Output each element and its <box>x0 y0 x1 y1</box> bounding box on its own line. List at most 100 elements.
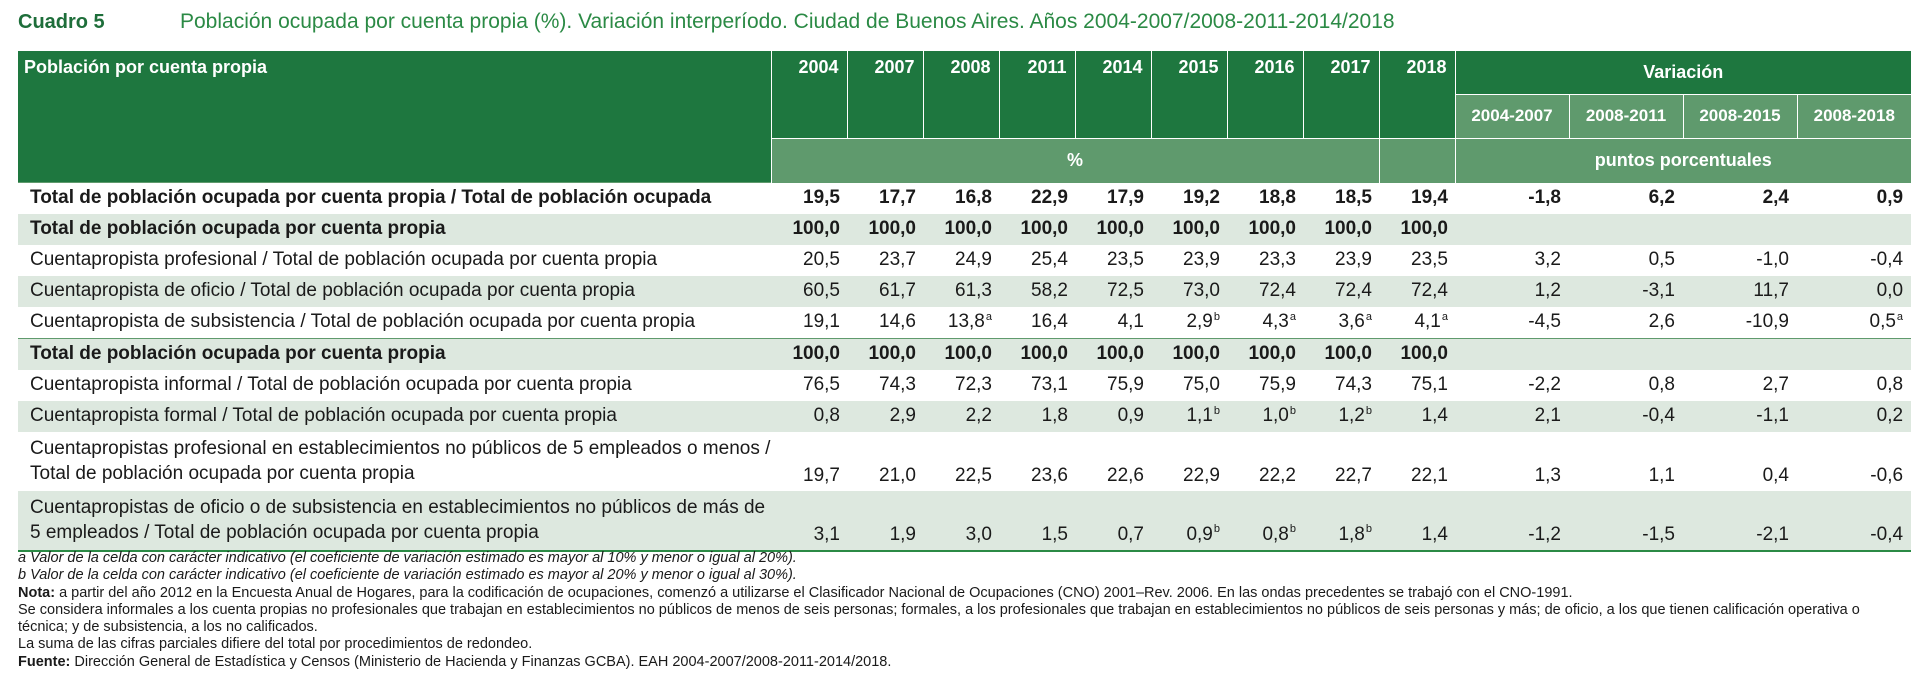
value-cell: 72,5 <box>1075 275 1151 307</box>
value-cell: 1,9 <box>847 490 923 552</box>
rounding-line: La suma de las cifras parciales difiere … <box>18 636 533 653</box>
variation-text: -2,2 <box>1528 374 1561 395</box>
value-cell: 3,0 <box>923 490 999 552</box>
value-cell: 20,5 <box>771 245 847 276</box>
variation-text: 0,8 <box>1648 374 1675 395</box>
value-cell: 23,5 <box>1379 245 1455 276</box>
value-cell: 1,8 <box>999 400 1075 432</box>
variation-cell: 0,5 <box>1569 245 1683 276</box>
value-text: 16,8 <box>955 187 992 208</box>
value-cell: 0,7 <box>1075 490 1151 552</box>
value-cell: 13,8a <box>923 307 999 339</box>
value-text: 100,0 <box>1400 218 1448 239</box>
value-text: 22,5 <box>955 464 992 486</box>
footnote-marker: b <box>1213 404 1220 417</box>
row-label: Cuentapropistas profesional en estableci… <box>30 438 771 484</box>
value-cell: 16,4 <box>999 307 1075 339</box>
value-text: 23,9 <box>1183 249 1220 270</box>
value-text: 1,1 <box>1186 405 1213 426</box>
value-cell: 100,0 <box>999 337 1075 370</box>
value-text: 14,6 <box>879 311 916 332</box>
value-cell: 72,4 <box>1303 275 1379 307</box>
value-text: 0,8 <box>1262 523 1289 545</box>
value-text: 19,2 <box>1183 187 1220 208</box>
row-label: Cuentapropista informal / Total de pobla… <box>30 374 632 395</box>
variation-text: 3,2 <box>1534 249 1561 270</box>
value-text: 4,3 <box>1262 311 1289 332</box>
value-cell: 72,4 <box>1227 275 1303 307</box>
table-row: Cuentapropista informal / Total de pobla… <box>18 370 1911 401</box>
value-cell: 100,0 <box>1075 337 1151 370</box>
value-text: 76,5 <box>803 374 840 395</box>
value-cell: 100,0 <box>771 213 847 245</box>
row-label: Cuentapropista de oficio / Total de pobl… <box>18 275 771 307</box>
variation-text: 2,1 <box>1534 405 1561 426</box>
value-cell: 17,7 <box>847 181 923 214</box>
value-cell: 0,9 <box>1075 400 1151 432</box>
value-cell: 2,9 <box>847 400 923 432</box>
value-text: 100,0 <box>1324 343 1372 364</box>
value-text: 17,7 <box>879 187 916 208</box>
variation-text: -2,1 <box>1756 523 1789 545</box>
value-cell: 73,1 <box>999 370 1075 401</box>
source-line: Fuente: Dirección General de Estadística… <box>18 654 1913 671</box>
table-row: Cuentapropistas de oficio o de subsisten… <box>18 490 1912 552</box>
note-label: Nota: <box>18 584 56 601</box>
footnote-marker: b <box>1289 404 1296 417</box>
row-label-header: Población por cuenta propia <box>18 51 771 138</box>
value-cell: 60,5 <box>771 275 847 307</box>
value-cell: 1,8b <box>1303 490 1379 552</box>
value-text: 25,4 <box>1031 249 1068 270</box>
value-text: 22,2 <box>1259 464 1296 486</box>
value-text: 1,0 <box>1262 405 1289 426</box>
value-cell: 19,5 <box>771 181 847 214</box>
value-cell: 100,0 <box>1227 337 1303 370</box>
value-cell: 23,9 <box>1151 245 1227 276</box>
variation-text: 0,5 <box>1869 311 1896 332</box>
value-cell: 0,9b <box>1151 490 1227 552</box>
value-cell: 100,0 <box>1075 213 1151 245</box>
variation-cell: -1,5 <box>1569 490 1683 552</box>
value-text: 1,4 <box>1421 523 1448 545</box>
row-label: Total de población ocupada por cuenta pr… <box>18 213 771 245</box>
value-cell: 1,1b <box>1151 400 1227 432</box>
value-cell: 18,8 <box>1227 181 1303 214</box>
variation-text: 2,7 <box>1762 374 1789 395</box>
footnote-marker: b <box>1213 523 1220 536</box>
row-label: Cuentapropista de subsistencia / Total d… <box>30 311 696 332</box>
value-text: 17,9 <box>1107 187 1144 208</box>
variation-cell: -2,2 <box>1455 370 1569 401</box>
table-title: Población ocupada por cuenta propia (%).… <box>180 10 1395 33</box>
value-text: 72,3 <box>955 374 992 395</box>
table-row: Total de población ocupada por cuenta pr… <box>18 181 1912 214</box>
value-text: 23,5 <box>1107 249 1144 270</box>
value-text: 73,0 <box>1183 280 1220 301</box>
value-text: 23,3 <box>1259 249 1296 270</box>
variation-cell <box>1683 337 1797 370</box>
variation-cell: -10,9 <box>1683 307 1797 339</box>
value-text: 1,8 <box>1041 405 1068 426</box>
variation-period-header: 2008-2015 <box>1682 93 1797 138</box>
value-text: 61,3 <box>955 280 992 301</box>
value-text: 100,0 <box>868 218 916 239</box>
variation-cell <box>1683 213 1797 245</box>
year-header: 2004 <box>770 51 847 138</box>
value-text: 2,2 <box>965 405 992 426</box>
variation-cell <box>1455 213 1569 245</box>
value-text: 75,9 <box>1259 374 1296 395</box>
variation-cell: 6,2 <box>1569 181 1683 214</box>
value-text: 100,0 <box>1172 218 1220 239</box>
footnote-marker: a <box>1896 310 1904 323</box>
table-row: Cuentapropista profesional / Total de po… <box>18 245 1911 276</box>
variation-cell: -2,1 <box>1683 490 1797 552</box>
row-label: Total de población ocupada por cuenta pr… <box>18 337 771 370</box>
value-cell: 18,5 <box>1303 181 1379 214</box>
table-row: Cuentapropista de subsistencia / Total d… <box>18 307 1911 339</box>
value-text: 72,4 <box>1335 280 1372 301</box>
variation-period-header: 2008-2018 <box>1796 93 1912 138</box>
year-header: 2011 <box>998 51 1075 138</box>
value-text: 1,8 <box>1338 523 1365 545</box>
data-table: Población por cuenta propia 2004 2007 20… <box>18 51 1912 552</box>
value-cell: 25,4 <box>999 245 1075 276</box>
